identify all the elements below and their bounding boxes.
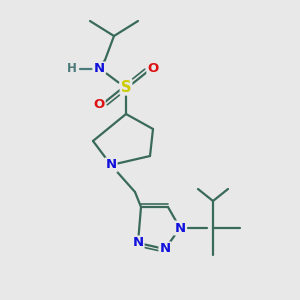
- Text: H: H: [67, 62, 77, 76]
- Text: N: N: [93, 62, 105, 76]
- Text: N: N: [132, 236, 144, 250]
- Text: N: N: [159, 242, 171, 256]
- Text: N: N: [105, 158, 117, 172]
- Text: O: O: [147, 62, 159, 76]
- Text: N: N: [174, 221, 186, 235]
- Text: S: S: [121, 80, 131, 94]
- Text: O: O: [93, 98, 105, 112]
